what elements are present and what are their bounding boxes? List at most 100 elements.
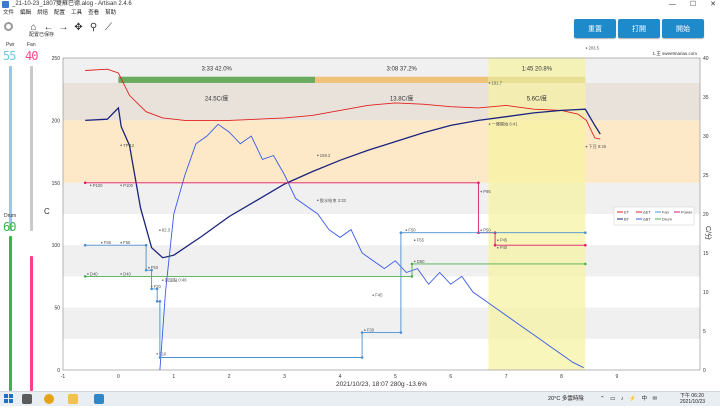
background-zone — [63, 120, 700, 183]
annotation-label: P50 — [483, 228, 491, 233]
y2-tick-label: 20 — [703, 212, 709, 218]
windows-start-icon[interactable] — [4, 394, 14, 404]
reset-button[interactable]: 重置 — [574, 19, 616, 38]
annotation-marker — [120, 184, 122, 187]
y2-tick-label: 15 — [703, 251, 709, 257]
background-zone — [63, 82, 700, 121]
chrome-icon[interactable] — [44, 394, 54, 404]
x-tick-label: -1 — [61, 374, 66, 380]
annotation-marker — [100, 241, 103, 244]
annotation-label: F20 — [154, 284, 162, 289]
roast-profile-chart: 3:33 42.0% 24.5C/度 3:08 37.2% 13.8C/度 1:45 2… — [44, 46, 713, 388]
annotation-marker — [364, 329, 366, 331]
pwr-label: Pwr — [6, 42, 15, 48]
file-explorer-icon[interactable] — [68, 394, 78, 404]
menu-edit[interactable]: 編輯 — [20, 10, 32, 16]
series-point — [150, 287, 153, 291]
close-button[interactable]: ✕ — [710, 1, 716, 8]
background-band — [63, 182, 700, 214]
series-line-bt — [159, 123, 584, 371]
legend-entry: ΔET — [643, 210, 651, 215]
title-bar: _21-10-23_1807雙蘇巴德.alog - Artisan 2.4.6 … — [0, 0, 720, 9]
x-tick-label: 1 — [172, 374, 175, 380]
menu-help[interactable]: 幫助 — [105, 10, 117, 16]
annotation-label: P100 — [93, 183, 103, 188]
menu-roast[interactable]: 烘焙 — [37, 10, 49, 16]
artisan-taskbar-icon[interactable] — [94, 394, 104, 404]
x-tick-label: 7 — [505, 374, 508, 380]
y-axis-label: C — [44, 207, 50, 216]
series-point — [83, 243, 87, 247]
x-tick-label: 6 — [449, 374, 452, 380]
y2-tick-label: 0 — [703, 368, 706, 374]
settings-icon[interactable] — [4, 22, 13, 31]
maximize-button[interactable]: ☐ — [689, 1, 697, 8]
y-tick-label: 50 — [54, 306, 60, 312]
annotation-marker — [488, 82, 491, 84]
series-line-et — [85, 68, 601, 140]
left-control-panel: Pwr Fan 配置已保存 55 40 Drum 60 — [0, 32, 54, 391]
annotation-marker — [497, 239, 499, 242]
drum-label: Drum — [4, 213, 17, 219]
start-button[interactable]: 開始 — [662, 19, 704, 38]
fan-level-bar[interactable] — [30, 256, 33, 391]
annotation-label: D40 — [123, 271, 131, 276]
weather-widget[interactable]: 20°C 多雲時陰 — [548, 396, 584, 402]
annotation-label: F55 — [123, 240, 131, 245]
annotation-label: P100 — [123, 183, 133, 188]
phase-bar — [488, 76, 586, 83]
annotation-marker — [317, 154, 319, 157]
menu-tools[interactable]: 工具 — [71, 10, 83, 16]
windows-taskbar: 20°C 多雲時陰 ⌃ ▭ ♪ ⚡ 中 ✉ 下午 06:20 2021/10/2… — [0, 391, 720, 406]
x-tick-label: 8 — [560, 374, 563, 380]
system-tray-icons[interactable]: ⌃ ▭ ♪ ⚡ 中 ✉ — [600, 396, 660, 402]
menu-view[interactable]: 查看 — [88, 10, 100, 16]
annotation-marker — [480, 190, 483, 193]
y-tick-label: 250 — [52, 56, 61, 62]
background-band — [63, 245, 700, 277]
back-icon[interactable]: ← — [43, 21, 54, 33]
annotation-label: 159.2 — [320, 153, 331, 158]
y-tick-label: 100 — [52, 243, 61, 249]
menu-bar: 文件 編輯 烘焙 配置 工具 查看 幫助 — [0, 9, 720, 17]
annotation-marker — [159, 229, 161, 232]
legend-entry: BT — [624, 217, 630, 222]
menu-file[interactable]: 文件 — [3, 10, 15, 16]
y-tick-label: 0 — [57, 368, 60, 374]
annotation-marker — [89, 184, 92, 187]
series-point — [584, 243, 587, 247]
fan-slider[interactable] — [30, 66, 33, 231]
annotation-label: P45 — [500, 238, 508, 243]
forward-icon[interactable]: → — [58, 21, 69, 33]
minimize-button[interactable]: — — [668, 1, 676, 8]
annotation-marker — [120, 144, 122, 147]
task-view-icon[interactable] — [22, 394, 32, 404]
series-point — [158, 300, 162, 303]
phase-rate-label: 13.8C/度 — [390, 94, 414, 102]
on-button[interactable]: 打開 — [618, 19, 660, 38]
phase-bar — [118, 76, 316, 83]
annotation-marker — [148, 266, 150, 269]
lines-icon[interactable]: ⟋ — [105, 21, 112, 33]
pan-icon[interactable]: ✥ — [74, 21, 83, 33]
home-icon[interactable]: ⌂ — [30, 21, 37, 33]
menu-config[interactable]: 配置 — [54, 10, 66, 16]
series-point — [144, 268, 148, 272]
drum-slider[interactable] — [9, 236, 12, 391]
phase-bar — [315, 76, 489, 83]
pwr-slider[interactable] — [9, 66, 12, 231]
series-point — [399, 331, 403, 334]
legend-entry: ET — [624, 210, 630, 215]
zoom-icon[interactable]: ⚲ — [89, 21, 98, 33]
legend-entry: ΔBT — [643, 217, 651, 222]
phase-label: 1:45 20.8% — [522, 66, 553, 72]
series-point — [399, 231, 403, 235]
legend-entry: Fan — [662, 210, 669, 215]
annotation-label: F30 — [367, 328, 375, 333]
clock-date: 2021/10/23 — [680, 399, 706, 405]
chart-footer: 2021/10/23, 18:07 280g -13.6% — [336, 381, 427, 388]
annotation-label: F10 — [159, 351, 167, 356]
y2-tick-label: 5 — [703, 329, 706, 335]
annotation-marker — [120, 241, 122, 244]
annotation-label: 82.3 — [162, 228, 171, 233]
